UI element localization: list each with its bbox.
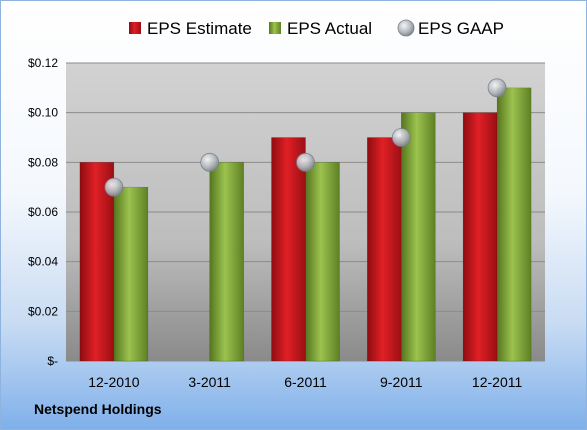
y-tick-label: $0.02 xyxy=(28,304,58,318)
bar-eps-actual xyxy=(401,112,436,362)
x-tick-label: 9-2011 xyxy=(380,374,423,390)
bar-eps-actual xyxy=(305,162,340,362)
bars xyxy=(79,87,532,362)
x-tick-label: 12-2010 xyxy=(88,374,140,390)
legend-label-eps-actual: EPS Actual xyxy=(287,19,372,38)
y-tick-label: $0.10 xyxy=(28,106,58,120)
point-eps-gaap xyxy=(487,78,507,98)
bar-eps-actual xyxy=(496,87,532,362)
bar-eps-estimate xyxy=(79,162,115,362)
y-axis-ticks: $- $0.02 $0.04 $0.06 $0.08 $0.10 $0.12 xyxy=(28,56,58,368)
y-tick-label: $- xyxy=(47,354,58,368)
gaap-points xyxy=(104,78,507,197)
legend-label-eps-estimate: EPS Estimate xyxy=(147,19,252,38)
x-tick-label: 3-2011 xyxy=(188,374,231,390)
point-eps-gaap xyxy=(200,152,220,172)
point-eps-gaap xyxy=(104,177,124,197)
legend: EPS Estimate EPS Actual EPS GAAP xyxy=(129,19,504,38)
x-tick-label: 12-2011 xyxy=(472,374,523,390)
point-eps-gaap xyxy=(296,152,315,172)
bar-eps-estimate xyxy=(271,137,306,362)
point-eps-gaap xyxy=(391,128,411,147)
bar-eps-estimate xyxy=(367,137,402,362)
bar-eps-estimate xyxy=(462,112,498,362)
x-axis-ticks: 12-2010 3-2011 6-2011 9-2011 12-2011 xyxy=(88,374,522,390)
y-tick-label: $0.12 xyxy=(28,56,58,70)
bar-eps-actual xyxy=(113,186,149,362)
y-tick-label: $0.08 xyxy=(28,155,58,169)
legend-swatch-eps-estimate xyxy=(129,22,141,34)
legend-swatch-eps-gaap xyxy=(397,19,415,37)
y-tick-label: $0.06 xyxy=(28,205,58,219)
legend-swatch-eps-actual xyxy=(269,22,281,34)
y-tick-label: $0.04 xyxy=(28,255,58,269)
legend-label-eps-gaap: EPS GAAP xyxy=(418,19,504,38)
bar-eps-actual xyxy=(209,162,244,362)
x-tick-label: 6-2011 xyxy=(284,374,327,390)
company-label: Netspend Holdings xyxy=(34,401,162,417)
